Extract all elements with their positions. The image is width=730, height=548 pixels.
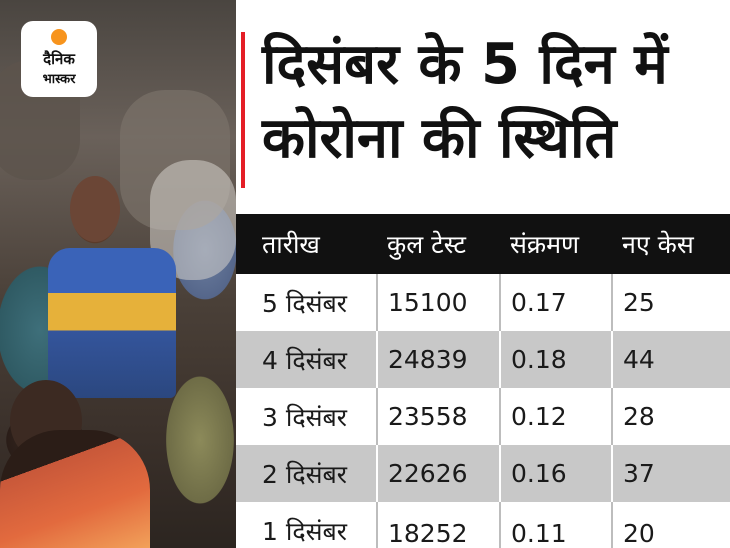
table-row: 5 दिसंबर 15100 0.17 25 — [236, 274, 730, 331]
cell-infection-rate: 0.18 — [499, 331, 612, 388]
photo-man-shirt — [48, 248, 176, 398]
cell-date: 3 दिसंबर — [236, 388, 377, 445]
cell-total-tests: 24839 — [376, 331, 500, 388]
cell-total-tests: 22626 — [376, 445, 500, 502]
cell-date: 5 दिसंबर — [236, 274, 377, 331]
accent-bar — [241, 32, 245, 188]
logo-line-2: भास्कर — [42, 72, 76, 87]
cell-infection-rate: 0.12 — [499, 388, 612, 445]
table-row: 3 दिसंबर 23558 0.12 28 — [236, 388, 730, 445]
table-header-row: तारीख कुल टेस्ट संक्रमण नए केस — [236, 214, 730, 274]
header-new-cases: नए केस — [612, 214, 730, 274]
cell-infection-rate: 0.17 — [499, 274, 612, 331]
table-row: 1 दिसंबर 18252 0.11 20 — [236, 502, 730, 548]
cell-new-cases: 37 — [611, 445, 730, 502]
cell-total-tests: 23558 — [376, 388, 500, 445]
header-date: तारीख — [236, 214, 377, 274]
cell-total-tests: 18252 — [376, 502, 500, 548]
cell-new-cases: 28 — [611, 388, 730, 445]
cell-date: 1 दिसंबर — [236, 502, 377, 548]
photo-man-head — [70, 176, 120, 242]
crowd-photo: दैनिक भास्कर — [0, 0, 236, 548]
logo-line-1: दैनिक — [43, 50, 75, 68]
cell-new-cases: 20 — [611, 502, 730, 548]
table-row: 4 दिसंबर 24839 0.18 44 — [236, 331, 730, 388]
table-row: 2 दिसंबर 22626 0.16 37 — [236, 445, 730, 502]
photo-woman — [0, 430, 150, 548]
cell-date: 2 दिसंबर — [236, 445, 377, 502]
cell-infection-rate: 0.11 — [499, 502, 612, 548]
page-title: दिसंबर के 5 दिन में कोरोना की स्थिति — [262, 28, 722, 176]
title-line-1: दिसंबर के 5 दिन में — [262, 32, 668, 97]
title-line-2: कोरोना की स्थिति — [262, 106, 617, 171]
header-total-tests: कुल टेस्ट — [377, 214, 500, 274]
sun-icon — [51, 29, 67, 45]
cell-new-cases: 25 — [611, 274, 730, 331]
dainik-bhaskar-logo: दैनिक भास्कर — [21, 21, 97, 97]
cell-new-cases: 44 — [611, 331, 730, 388]
cell-infection-rate: 0.16 — [499, 445, 612, 502]
header-infection-rate: संक्रमण — [500, 214, 612, 274]
corona-stats-table: तारीख कुल टेस्ट संक्रमण नए केस 5 दिसंबर … — [236, 214, 730, 548]
cell-date: 4 दिसंबर — [236, 331, 377, 388]
cell-total-tests: 15100 — [376, 274, 500, 331]
